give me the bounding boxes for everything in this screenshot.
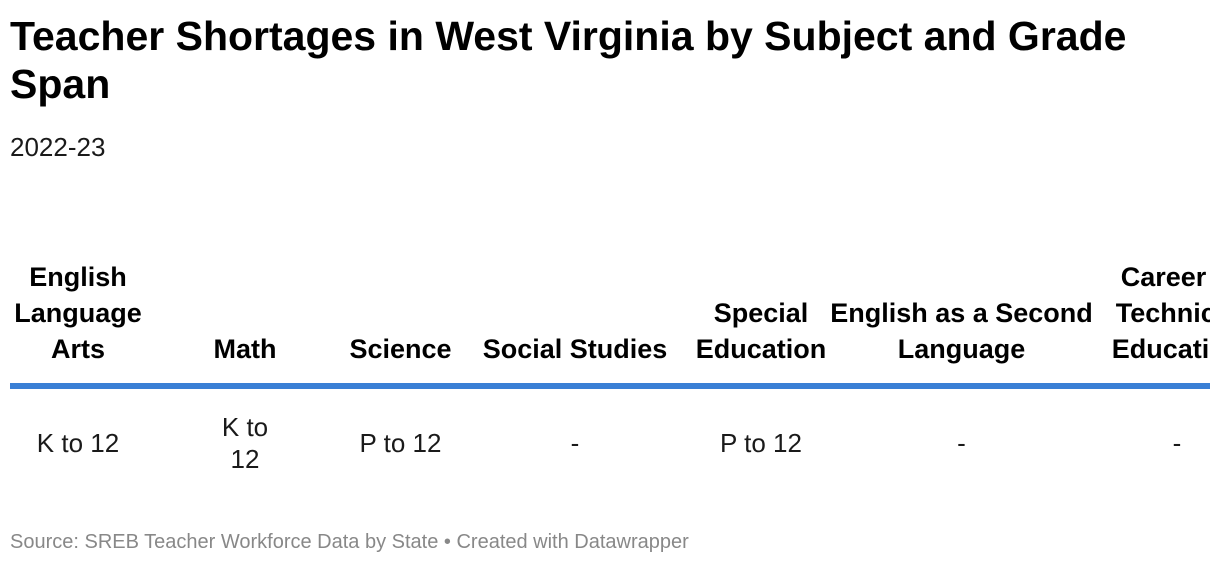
column-header[interactable]: Science xyxy=(344,215,457,389)
table-cell: - xyxy=(1172,428,1182,458)
table-cell: - xyxy=(957,428,966,458)
column-header[interactable]: Special Education xyxy=(693,215,829,389)
column-header[interactable]: Social Studies xyxy=(457,215,693,389)
table-cell-text: K to 12 xyxy=(221,412,269,474)
column-header[interactable]: English Language Arts xyxy=(10,215,146,389)
column-header[interactable]: English as a Second Language xyxy=(829,215,1094,389)
chart-title: Teacher Shortages in West Virginia by Su… xyxy=(10,13,1127,107)
source-note: Source: SREB Teacher Workforce Data by S… xyxy=(10,531,689,553)
table-cell: P to 12 xyxy=(359,428,442,458)
header-row: English Language Arts Math Science Socia… xyxy=(10,215,1210,389)
table-container[interactable]: English Language Arts Math Science Socia… xyxy=(10,215,1210,505)
chart-subtitle: 2022-23 xyxy=(10,132,106,162)
table-cell: P to 12 xyxy=(720,428,802,458)
column-header[interactable]: Math xyxy=(146,215,344,389)
table-cell: K to 12 xyxy=(146,386,344,497)
table-cell: - xyxy=(570,428,580,458)
column-header[interactable]: Career & Technical Education xyxy=(1094,215,1210,389)
table-cell: K to 12 xyxy=(36,428,120,458)
table-row: K to 12 K to 12 P to 12 - P to 12 - - xyxy=(10,386,1210,497)
shortage-table: English Language Arts Math Science Socia… xyxy=(10,215,1210,497)
